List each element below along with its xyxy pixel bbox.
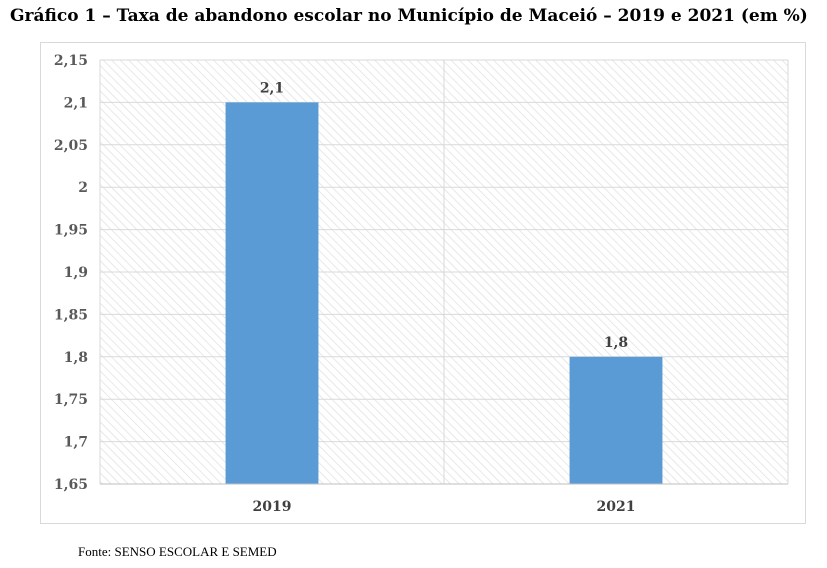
gridlines — [99, 59, 789, 485]
y-tick-label: 1,95 — [54, 223, 88, 239]
x-tick-label: 2019 — [253, 499, 292, 515]
y-tick-label: 1,7 — [64, 435, 88, 451]
y-tick-label: 2,05 — [54, 138, 88, 154]
x-tick-label: 2021 — [597, 499, 636, 515]
source-note: Fonte: SENSO ESCOLAR E SEMED — [78, 544, 277, 559]
bars — [225, 102, 663, 485]
bar-2019 — [225, 102, 319, 485]
y-tick-label: 2 — [78, 180, 88, 196]
y-tick-label: 1,85 — [54, 307, 88, 323]
chart-caption: Gráfico 1 – Taxa de abandono escolar no … — [10, 6, 808, 26]
bar-2021 — [569, 356, 663, 484]
y-tick-label: 2,1 — [64, 95, 88, 111]
y-tick-label: 1,8 — [64, 350, 88, 366]
data-label: 2,1 — [260, 80, 284, 96]
y-tick-label: 2,15 — [54, 53, 88, 69]
y-tick-label: 1,75 — [54, 392, 88, 408]
data-label: 1,8 — [604, 335, 628, 351]
labels: 1,65 1,7 1,75 1,8 1,85 1,9 1,95 2 2,05 2,1 2,15 2,1… — [54, 53, 636, 515]
y-tick-label: 1,9 — [64, 265, 88, 281]
y-tick-label: 1,65 — [54, 477, 88, 493]
